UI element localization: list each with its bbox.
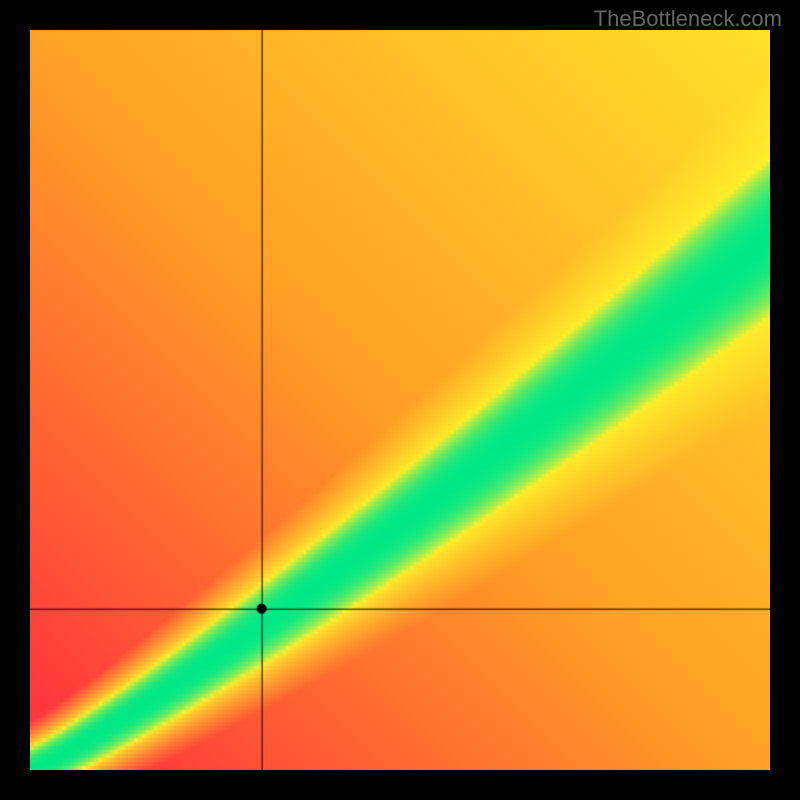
attribution-text: TheBottleneck.com	[594, 6, 782, 32]
heatmap-plot	[30, 30, 770, 770]
chart-container: TheBottleneck.com	[0, 0, 800, 800]
heatmap-canvas	[30, 30, 770, 770]
